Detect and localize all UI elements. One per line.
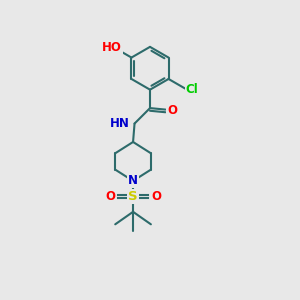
Text: N: N bbox=[128, 174, 138, 188]
Text: O: O bbox=[151, 190, 161, 203]
Text: S: S bbox=[128, 190, 138, 203]
Text: HN: HN bbox=[110, 117, 130, 130]
Text: O: O bbox=[105, 190, 115, 203]
Text: HO: HO bbox=[102, 41, 122, 54]
Text: Cl: Cl bbox=[185, 83, 198, 96]
Text: O: O bbox=[167, 104, 177, 117]
